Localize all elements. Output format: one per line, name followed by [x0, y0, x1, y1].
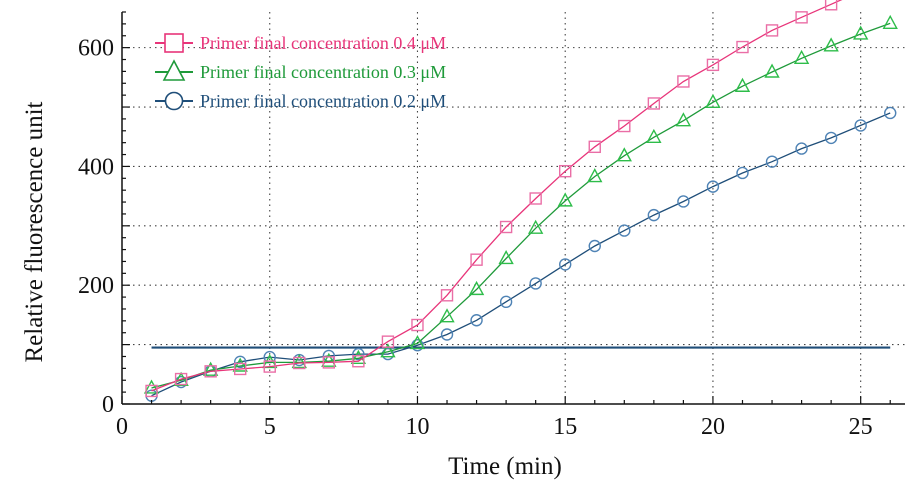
- data-point: [233, 355, 247, 369]
- data-point: [795, 11, 808, 24]
- data-point: [202, 361, 219, 376]
- data-point: [559, 258, 572, 271]
- data-point: [293, 356, 306, 370]
- data-point: [646, 128, 662, 144]
- y-tick-label: 400: [78, 154, 114, 180]
- data-point: [380, 343, 396, 358]
- data-point: [499, 220, 513, 234]
- tick-labels: 0 5 10 15 20 25 0 200 400 600: [78, 36, 873, 440]
- y-axis-title: Relative fluorescence unit: [21, 101, 48, 362]
- data-point: [145, 384, 158, 398]
- data-point: [675, 112, 692, 127]
- data-point: [143, 379, 160, 394]
- series-0: [145, 0, 843, 398]
- data-point: [468, 280, 485, 296]
- y-tick-label: 0: [102, 392, 114, 418]
- data-point: [322, 356, 336, 369]
- series-line: [151, 0, 843, 392]
- x-tick-label: 10: [405, 414, 429, 440]
- data-point: [527, 219, 544, 234]
- data-point: [174, 372, 188, 386]
- data-point: [557, 192, 573, 207]
- data-point: [677, 195, 690, 208]
- data-point: [706, 58, 720, 72]
- data-point: [706, 180, 720, 193]
- data-point: [559, 164, 572, 178]
- data-point: [618, 224, 631, 237]
- data-point: [647, 97, 661, 110]
- y-tick-label: 600: [78, 36, 114, 62]
- data-point: [529, 277, 542, 290]
- data-point: [677, 75, 690, 88]
- data-point: [765, 24, 779, 37]
- series-line: [151, 112, 891, 397]
- x-tick-label: 20: [701, 414, 725, 440]
- axes: [121, 11, 905, 405]
- grid: [122, 12, 905, 404]
- data-point: [647, 208, 661, 222]
- data-point: [409, 334, 426, 350]
- data-point: [736, 166, 749, 180]
- data-point: [499, 295, 513, 309]
- data-point: [854, 119, 867, 132]
- legend-label: Primer final concentration 0.4 μM: [200, 33, 446, 53]
- x-tick-label: 25: [849, 414, 873, 440]
- data-point: [884, 106, 897, 120]
- data-point: [853, 25, 869, 40]
- x-tick-label: 5: [264, 414, 276, 440]
- legend-square-marker: [164, 33, 184, 53]
- legend: Primer final concentration 0.4 μM Primer …: [155, 33, 446, 111]
- data-point: [764, 63, 780, 78]
- data-point: [616, 147, 632, 162]
- data-point: [882, 14, 898, 29]
- x-tick-label: 0: [116, 414, 128, 440]
- data-point: [529, 192, 542, 205]
- data-point: [263, 360, 276, 373]
- data-point: [470, 314, 483, 327]
- series-2: [145, 106, 897, 402]
- data-point: [233, 362, 247, 376]
- data-point: [587, 168, 603, 183]
- legend-label: Primer final concentration 0.3 μM: [200, 62, 446, 82]
- data-point: [588, 239, 601, 253]
- x-tick-label: 15: [553, 414, 577, 440]
- data-point: [440, 289, 454, 302]
- data-point: [588, 140, 601, 154]
- data-point: [350, 349, 367, 364]
- data-point: [291, 353, 307, 369]
- legend-circle-marker: [164, 91, 184, 111]
- data-point: [824, 131, 838, 145]
- data-point: [793, 49, 810, 65]
- data-point: [498, 250, 514, 265]
- data-point: [765, 155, 779, 168]
- data-point: [352, 347, 365, 361]
- legend-triangle-marker: [162, 59, 186, 81]
- data-point: [618, 119, 631, 133]
- data-point: [439, 308, 455, 323]
- data-point: [232, 357, 248, 372]
- legend-item-1: Primer final concentration 0.3 μM: [155, 59, 446, 82]
- data-point: [736, 40, 749, 54]
- data-point: [470, 253, 483, 266]
- data-point: [823, 37, 839, 52]
- y-tick-label: 200: [78, 273, 114, 299]
- data-point: [440, 328, 454, 341]
- data-point: [411, 318, 424, 332]
- legend-label: Primer final concentration 0.2 μM: [200, 91, 446, 111]
- data-point: [321, 352, 337, 367]
- data-point: [824, 0, 838, 11]
- legend-item-0: Primer final concentration 0.4 μM: [155, 33, 446, 53]
- data-point: [381, 335, 395, 348]
- x-axis-title: Time (min): [448, 453, 562, 480]
- data-point: [795, 142, 808, 155]
- data-point: [352, 355, 365, 368]
- data-point: [734, 77, 751, 92]
- data-point: [204, 365, 217, 378]
- legend-item-2: Primer final concentration 0.2 μM: [155, 91, 446, 111]
- data-point: [705, 93, 721, 108]
- series-layer: [143, 0, 898, 402]
